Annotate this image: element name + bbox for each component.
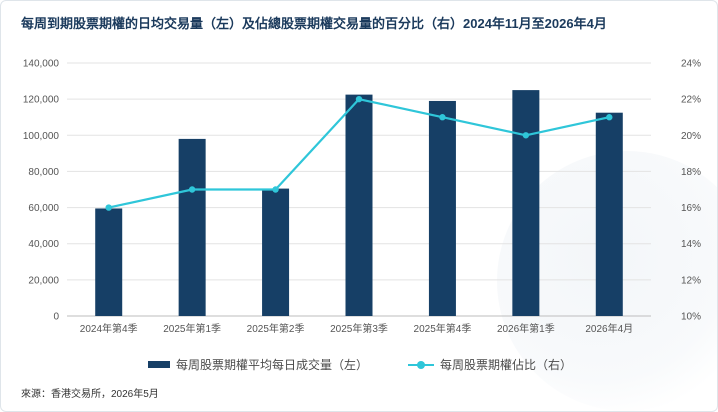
line-point — [355, 95, 363, 103]
left-tick-label: 40,000 — [28, 239, 59, 250]
right-tick-label: 10% — [681, 312, 701, 323]
source-note: 來源：香港交易所，2026年5月 — [21, 389, 159, 400]
left-tick-label: 20,000 — [28, 275, 59, 286]
x-axis: 2024年第4季 2025年第1季 2025年第2季 2025年第3季 2025年第4季… — [80, 322, 633, 335]
x-tick-label: 2025年第2季 — [247, 322, 305, 335]
x-tick-label: 2026年第1季 — [497, 322, 555, 335]
legend-bar-swatch — [147, 361, 170, 368]
left-tick-label: 60,000 — [28, 203, 59, 214]
legend-line-swatch — [408, 360, 434, 370]
line-point — [105, 204, 112, 211]
left-tick-label: 100,000 — [23, 131, 60, 142]
bar — [512, 90, 540, 316]
bar — [595, 112, 623, 316]
bar — [262, 188, 290, 316]
legend-line-label: 每周股票期權佔比（右） — [440, 358, 573, 372]
line-point — [272, 186, 279, 193]
right-tick-label: 12% — [681, 275, 701, 286]
left-y-axis: 0 20,000 40,000 60,000 80,000 100,000 120,000 1… — [23, 59, 60, 323]
right-tick-label: 20% — [681, 131, 701, 142]
left-tick-label: 80,000 — [28, 167, 59, 178]
left-tick-label: 0 — [53, 312, 59, 323]
chart-legend: 每周股票期權平均每日成交量（左） 每周股票期權佔比（右） — [1, 356, 717, 373]
bar — [178, 138, 206, 316]
left-tick-label: 120,000 — [23, 95, 60, 106]
right-tick-label: 14% — [681, 239, 701, 250]
right-tick-label: 22% — [681, 95, 701, 106]
bar — [345, 94, 373, 316]
legend-item-bar: 每周股票期權平均每日成交量（左） — [147, 356, 368, 373]
line-point — [606, 114, 613, 121]
right-y-axis: 10% 12% 14% 16% 18% 20% 22% 24% — [681, 59, 701, 323]
bar — [95, 208, 123, 316]
line-point — [188, 186, 196, 193]
x-tick-label: 2025年第4季 — [414, 322, 472, 335]
right-tick-label: 18% — [681, 167, 701, 178]
right-tick-label: 24% — [681, 59, 701, 70]
left-tick-label: 140,000 — [23, 59, 60, 70]
x-tick-label: 2026年4月 — [585, 322, 633, 335]
x-tick-label: 2025年第3季 — [330, 322, 388, 335]
chart-title: 每周到期股票期權的日均交易量（左）及佔總股票期權交易量的百分比（右）2024年1… — [21, 16, 607, 31]
line-series — [105, 95, 613, 211]
x-tick-label: 2025年第1季 — [163, 322, 221, 335]
legend-bar-label: 每周股票期權平均每日成交量（左） — [175, 358, 368, 372]
line-point — [439, 114, 446, 121]
bar — [428, 100, 456, 316]
legend-item-line: 每周股票期權佔比（右） — [408, 356, 572, 373]
x-tick-label: 2024年第4季 — [80, 322, 138, 335]
line-point — [522, 132, 530, 139]
bar-series — [95, 90, 623, 316]
right-tick-label: 16% — [681, 203, 701, 214]
